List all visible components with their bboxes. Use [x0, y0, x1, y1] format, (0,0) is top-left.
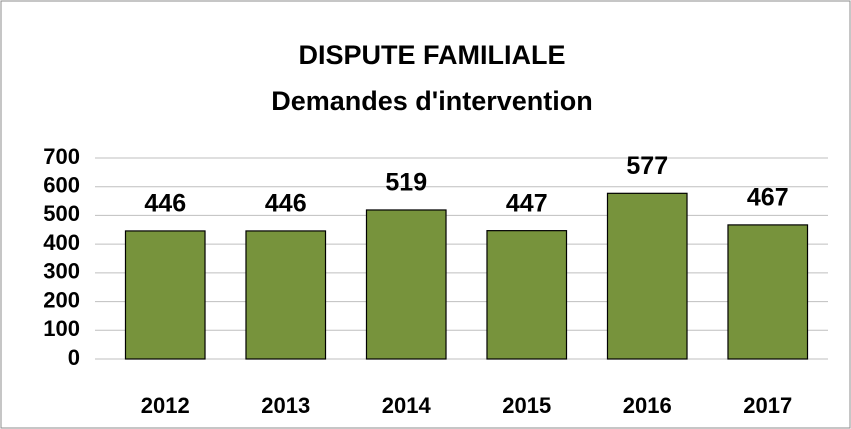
x-tick-label: 2013 — [261, 393, 310, 418]
data-label: 447 — [506, 189, 548, 217]
y-tick-label: 500 — [43, 201, 80, 226]
y-tick-label: 0 — [68, 345, 80, 370]
data-label: 577 — [626, 152, 668, 180]
y-tick-label: 300 — [43, 259, 80, 284]
x-tick-label: 2016 — [623, 393, 672, 418]
data-label: 446 — [144, 190, 186, 218]
x-tick-label: 2012 — [141, 393, 190, 418]
chart-subtitle: Demandes d'intervention — [271, 86, 592, 116]
x-tick-label: 2014 — [382, 393, 432, 418]
data-label: 467 — [747, 184, 789, 212]
bar — [486, 230, 568, 360]
data-label: 519 — [385, 169, 427, 197]
y-tick-label: 700 — [43, 144, 80, 169]
bar — [124, 230, 206, 360]
bar — [727, 224, 809, 360]
y-tick-label: 400 — [43, 230, 80, 255]
x-tick-label: 2017 — [743, 393, 792, 418]
y-tick-label: 600 — [43, 173, 80, 198]
bar — [606, 192, 688, 360]
y-tick-label: 200 — [43, 287, 80, 312]
bar — [245, 230, 327, 360]
chart-title: DISPUTE FAMILIALE — [298, 40, 565, 70]
x-tick-label: 2015 — [502, 393, 551, 418]
data-label: 446 — [265, 190, 307, 218]
bar — [365, 209, 447, 360]
y-tick-label: 100 — [43, 316, 80, 341]
